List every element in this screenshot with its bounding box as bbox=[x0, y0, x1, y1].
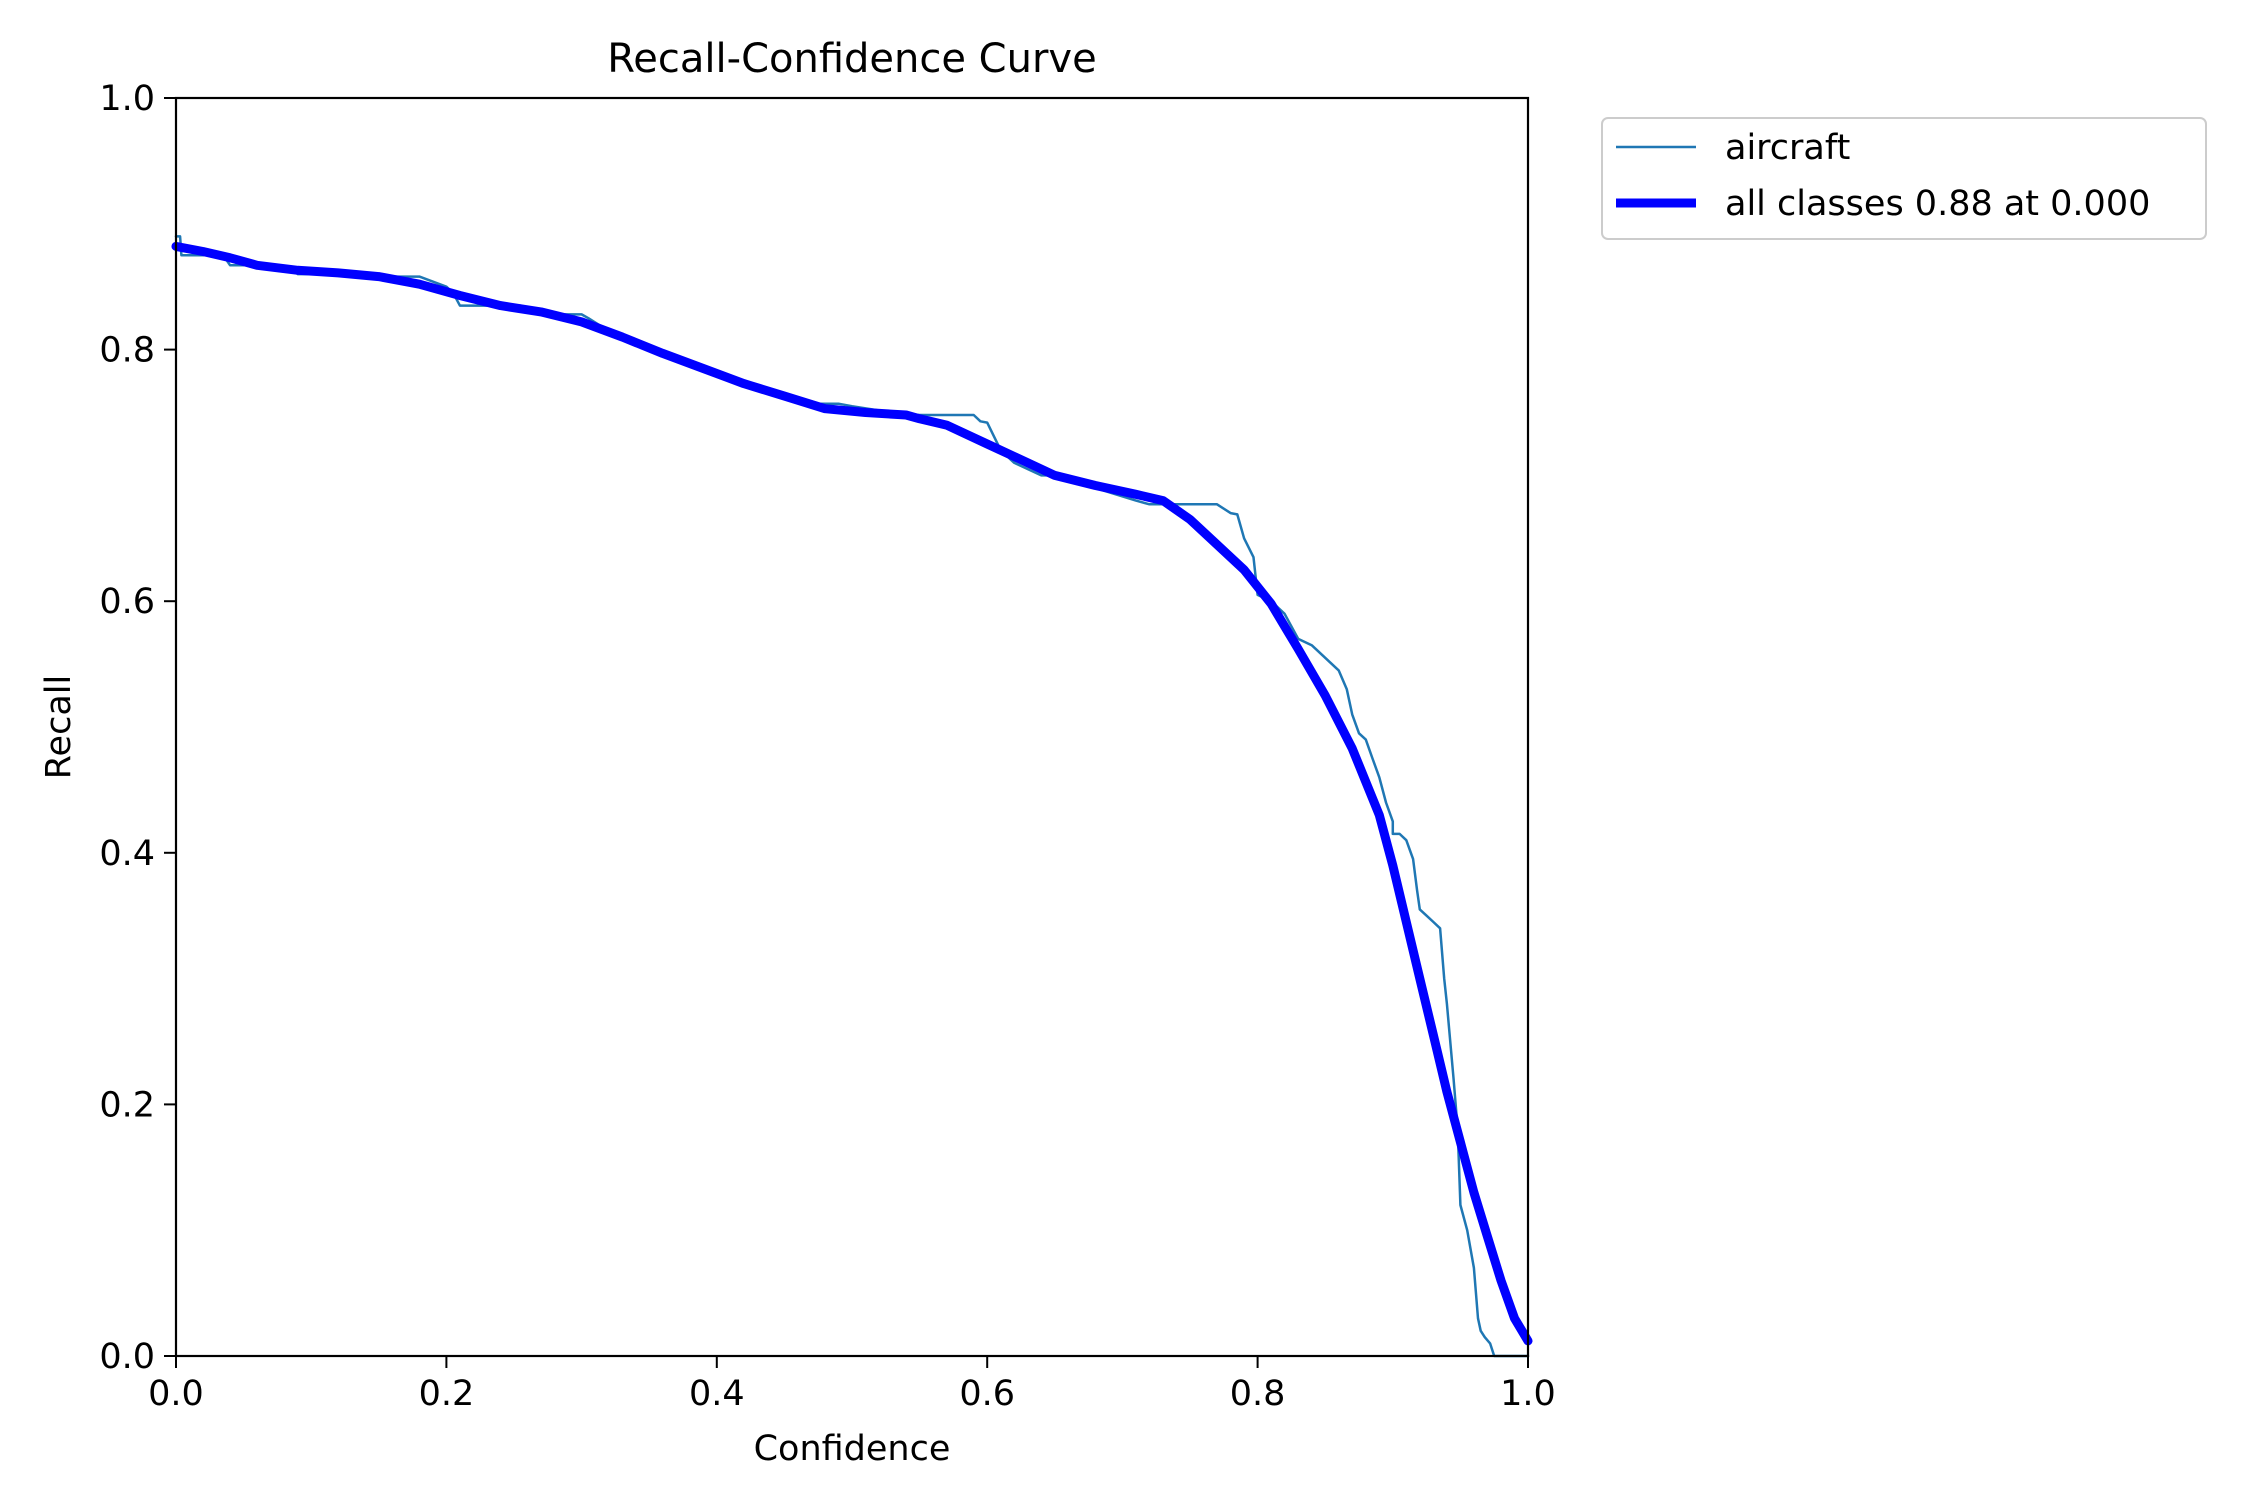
y-tick-label: 0.8 bbox=[99, 331, 155, 371]
legend: aircraft all classes 0.88 at 0.000 bbox=[1601, 117, 2207, 240]
legend-frame bbox=[1601, 117, 2207, 240]
y-tick-label: 0.4 bbox=[99, 834, 155, 874]
y-tick-label: 0.6 bbox=[99, 582, 155, 622]
x-tick-label: 0.2 bbox=[419, 1374, 475, 1414]
x-tick-label: 0.4 bbox=[689, 1374, 745, 1414]
x-tick-label: 1.0 bbox=[1500, 1374, 1556, 1414]
x-tick-label: 0.6 bbox=[959, 1374, 1015, 1414]
x-tick-label: 0.0 bbox=[148, 1374, 204, 1414]
series-line-all-classes bbox=[171, 241, 1533, 1346]
y-axis-ticks: 0.0 0.2 0.4 0.6 0.8 1.0 bbox=[99, 79, 176, 1377]
chart-title: Recall-Confidence Curve bbox=[607, 36, 1096, 82]
x-axis-label: Confidence bbox=[754, 1429, 951, 1469]
legend-label-all-classes: all classes 0.88 at 0.000 bbox=[1725, 184, 2150, 224]
plot-area-frame bbox=[174, 96, 1530, 1358]
y-axis-label: Recall bbox=[39, 675, 79, 779]
x-axis-ticks: 0.0 0.2 0.4 0.6 0.8 1.0 bbox=[148, 1356, 1556, 1414]
y-tick-label: 1.0 bbox=[99, 79, 155, 119]
legend-label-aircraft: aircraft bbox=[1725, 128, 1850, 168]
y-tick-label: 0.0 bbox=[99, 1337, 155, 1377]
y-tick-label: 0.2 bbox=[99, 1085, 155, 1125]
x-tick-label: 0.8 bbox=[1230, 1374, 1286, 1414]
plot-series-group bbox=[171, 235, 1533, 1358]
